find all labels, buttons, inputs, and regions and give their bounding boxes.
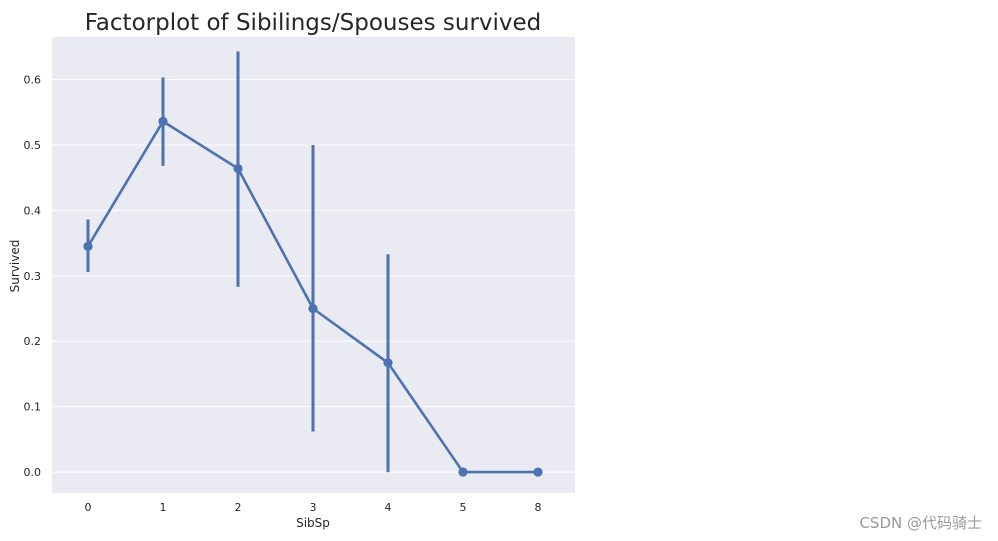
x-axis-label: SibSp: [296, 516, 330, 530]
y-tick-label: 0.0: [24, 466, 42, 479]
y-tick-label: 0.2: [24, 335, 42, 348]
y-tick-label: 0.4: [24, 204, 42, 217]
chart-title: Factorplot of Sibilings/Spouses survived: [85, 10, 542, 36]
y-tick-label: 0.3: [24, 270, 42, 283]
x-tick-label: 3: [310, 501, 317, 514]
x-tick-label: 2: [235, 501, 242, 514]
y-tick-label: 0.6: [24, 74, 42, 87]
data-point: [158, 116, 168, 126]
series-line-group: [83, 116, 543, 477]
x-tick-labels: 0 1 2 3 4 5 8: [85, 501, 542, 514]
x-tick-label: 4: [385, 501, 392, 514]
data-point: [458, 467, 468, 477]
data-point: [233, 163, 243, 174]
data-point: [533, 467, 543, 477]
x-tick-label: 5: [460, 501, 467, 514]
watermark: CSDN @代码骑士: [859, 514, 982, 532]
data-point: [383, 358, 393, 368]
x-tick-label: 1: [160, 501, 167, 514]
y-axis-label: Survived: [8, 240, 22, 293]
x-tick-label: 8: [535, 501, 542, 514]
data-point: [308, 303, 318, 314]
data-point: [83, 241, 93, 251]
y-tick-labels: 0.0 0.1 0.2 0.3 0.4 0.5 0.6: [24, 74, 42, 480]
x-tick-label: 0: [85, 501, 92, 514]
y-tick-label: 0.5: [24, 139, 42, 152]
y-tick-label: 0.1: [24, 401, 42, 414]
